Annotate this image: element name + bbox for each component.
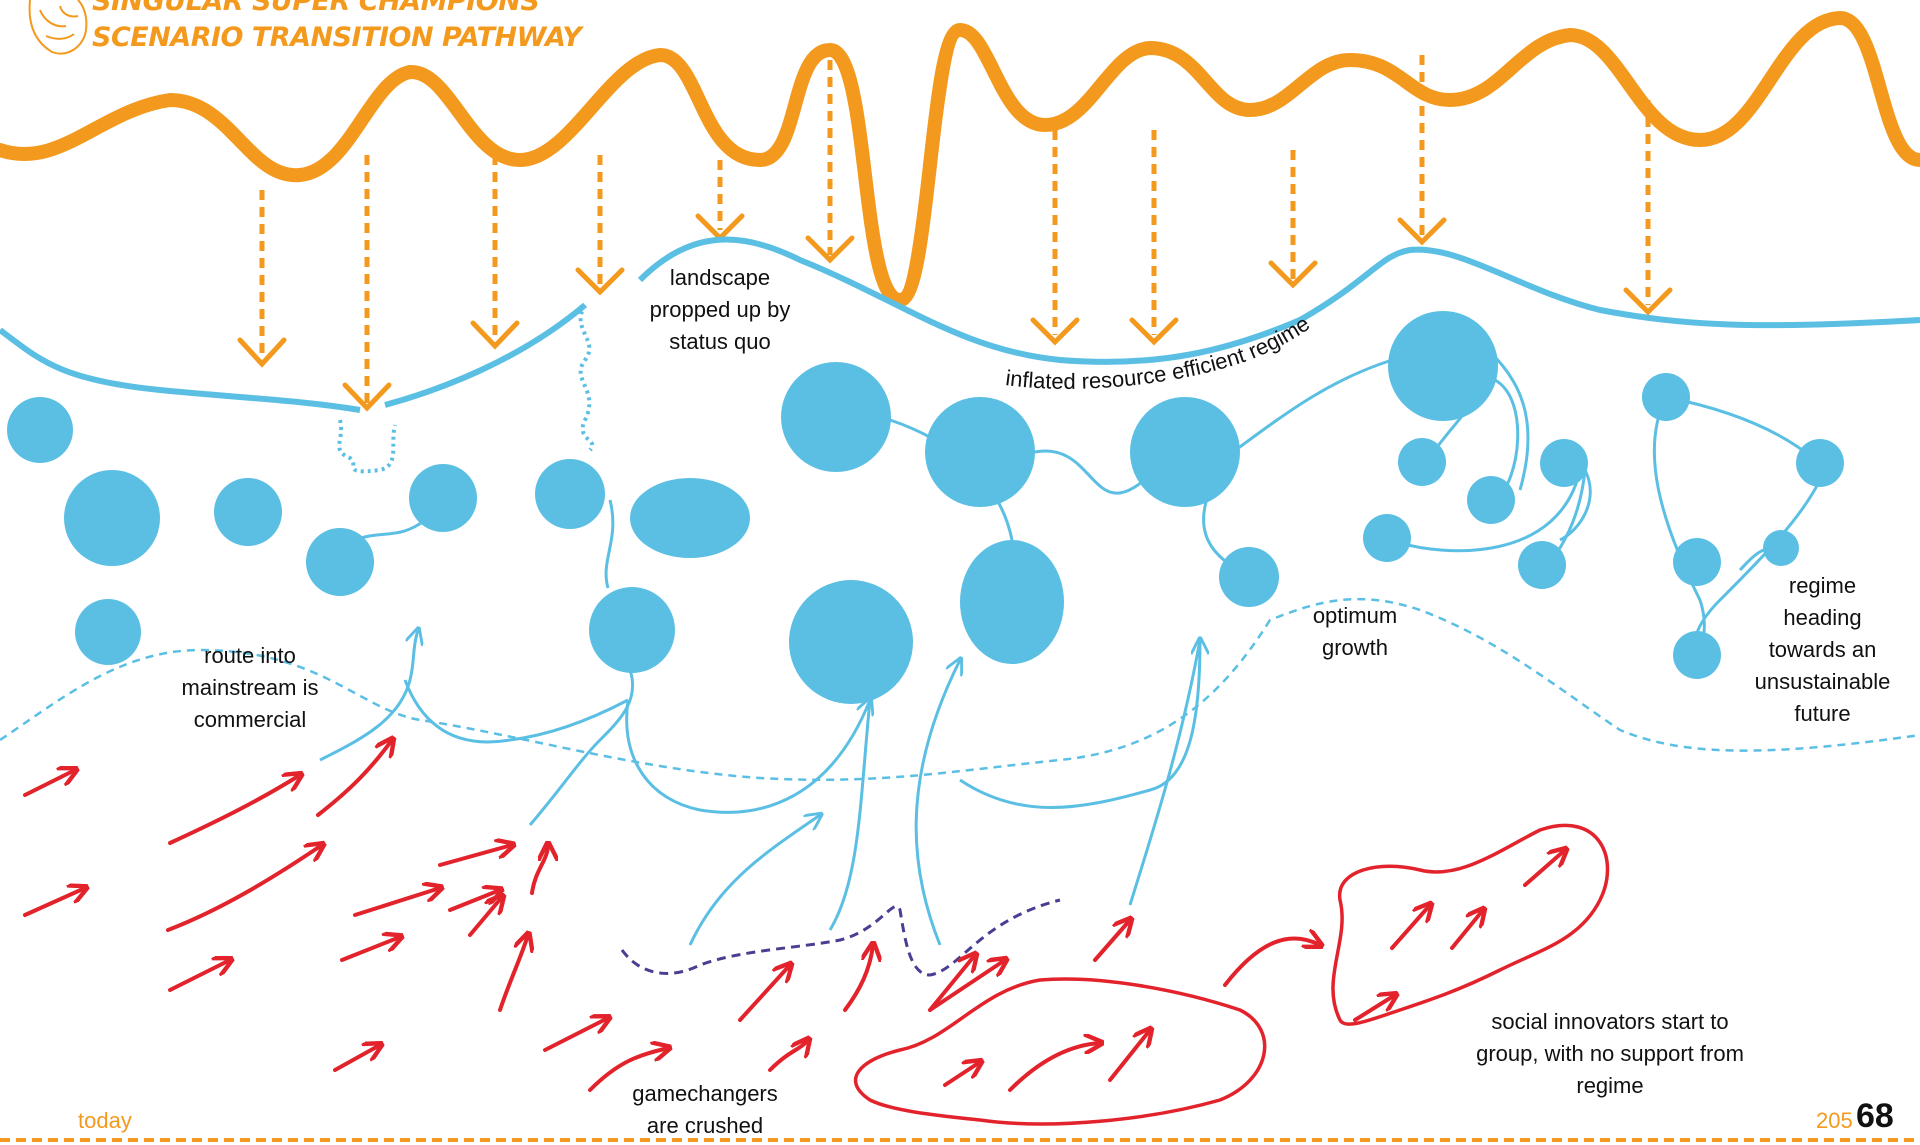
regime-curve-label-path: inflated resource efficient regime (1004, 311, 1314, 394)
route-label: route into mainstream is commercial (181, 643, 319, 732)
brain-logo-icon (28, 0, 88, 55)
landscape-curve (0, 10, 1920, 308)
page-number: 68 (1856, 1097, 1894, 1135)
social-innovator-groups (853, 823, 1610, 1126)
regime-heading-label: regime heading towards an unsustainable … (1754, 573, 1891, 726)
niche-to-regime-arrows (319, 630, 1200, 946)
timeline-end-label: 205 (1816, 1108, 1853, 1133)
gamechangers-label: gamechangers are crushed (632, 1081, 778, 1138)
niche-boundary-line (0, 597, 1920, 782)
regime-curve-label: inflated resource efficient regime (1004, 311, 1314, 394)
optimum-growth-label: optimum growth (1312, 603, 1398, 660)
social-innovators-label: social innovators start to group, with n… (1476, 1009, 1744, 1098)
header-title-line-2: SCENARIO TRANSITION PATHWAY (92, 22, 582, 53)
broken-regime-fragments (337, 303, 595, 474)
timeline-start-label: today (78, 1108, 132, 1133)
regime-curve (0, 236, 1920, 413)
header-title-line-1: SINGULAR SUPER CHAMPIONS (92, 0, 540, 17)
regime-links (354, 348, 1822, 656)
regime-elements (7, 311, 1844, 704)
landscape-pressure-arrows (259, 55, 1651, 405)
niche-innovation-arrows (23, 740, 1565, 1092)
landscape-arrowheads (237, 213, 1673, 412)
crushed-gamechangers-line (620, 898, 1061, 977)
landscape-label: landscape propped up by status quo (649, 265, 791, 354)
